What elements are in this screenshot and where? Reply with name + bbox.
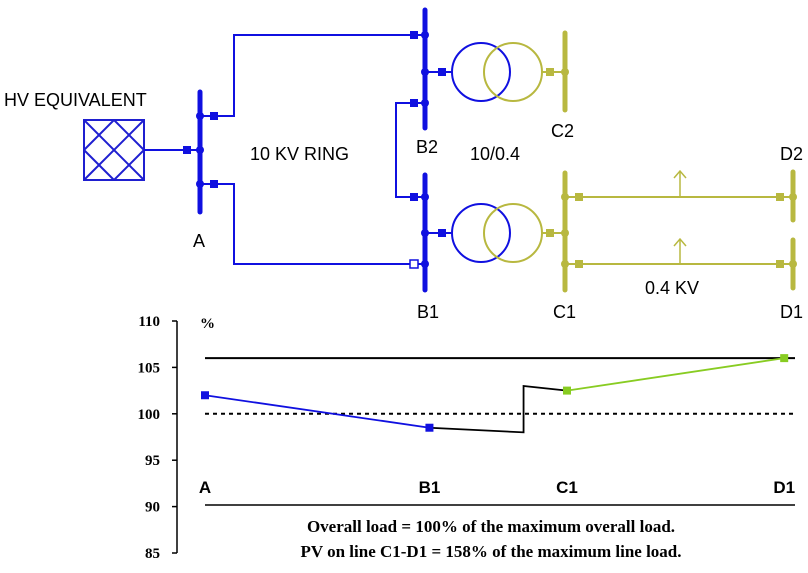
- lv-voltage-label: 0.4 KV: [645, 278, 699, 298]
- bus-a-label: A: [193, 231, 205, 251]
- note-pv-line: PV on line C1-D1 = 158% of the maximum l…: [300, 542, 681, 561]
- series-line-mv: [204, 394, 430, 429]
- series-line-transformer: [429, 384, 568, 434]
- note-overall-load: Overall load = 100% of the maximum overa…: [307, 517, 675, 536]
- load-arrow-icon: [673, 169, 687, 197]
- hv-equivalent-label: HV EQUIVALENT: [4, 90, 147, 110]
- bus-b1-label: B1: [417, 302, 439, 322]
- series-line-lv: [566, 357, 785, 392]
- y-tick-label: 85: [145, 546, 160, 562]
- transformer-b1-c1-icon: [425, 203, 565, 263]
- network-diagram: HV EQUIVALENT A 10 KV RING B2: [4, 7, 803, 322]
- category-label-c1: C1: [556, 478, 578, 497]
- bus-c1-label: C1: [553, 302, 576, 322]
- y-tick-label: 95: [145, 453, 160, 469]
- transformer-b2-c2-icon: [425, 42, 565, 102]
- bus-b2-label: B2: [416, 137, 438, 157]
- ring-line-a-b1: [200, 183, 425, 265]
- data-point: [780, 354, 789, 363]
- ring-label: 10 KV RING: [250, 144, 349, 164]
- open-point-marker: [409, 259, 419, 269]
- transformer-ratio-label: 10/0.4: [470, 144, 520, 164]
- breaker-marker: [183, 146, 191, 154]
- y-tick-label: 90: [145, 500, 160, 516]
- bus-d2-label: D2: [780, 144, 803, 164]
- data-point: [425, 423, 434, 432]
- voltage-profile-chart: 85 90 95 100 105 110 % A B1 C1 D1 Overall load =…: [138, 314, 796, 562]
- hv-equivalent-source-icon: [83, 119, 145, 181]
- y-axis-unit-label: %: [200, 316, 215, 332]
- data-point: [201, 391, 209, 400]
- y-tick-label: 105: [138, 360, 161, 376]
- y-tick-label: 110: [138, 314, 160, 330]
- ring-line-a-b2: [200, 34, 425, 117]
- y-tick-label: 100: [138, 407, 161, 423]
- bus-c2-label: C2: [551, 121, 574, 141]
- data-point: [563, 386, 571, 395]
- load-arrow-icon: [673, 237, 687, 264]
- category-label-b1: B1: [419, 478, 441, 497]
- category-label-d1: D1: [773, 478, 795, 497]
- category-label-a: A: [199, 478, 211, 497]
- bus-d1-label: D1: [780, 302, 803, 322]
